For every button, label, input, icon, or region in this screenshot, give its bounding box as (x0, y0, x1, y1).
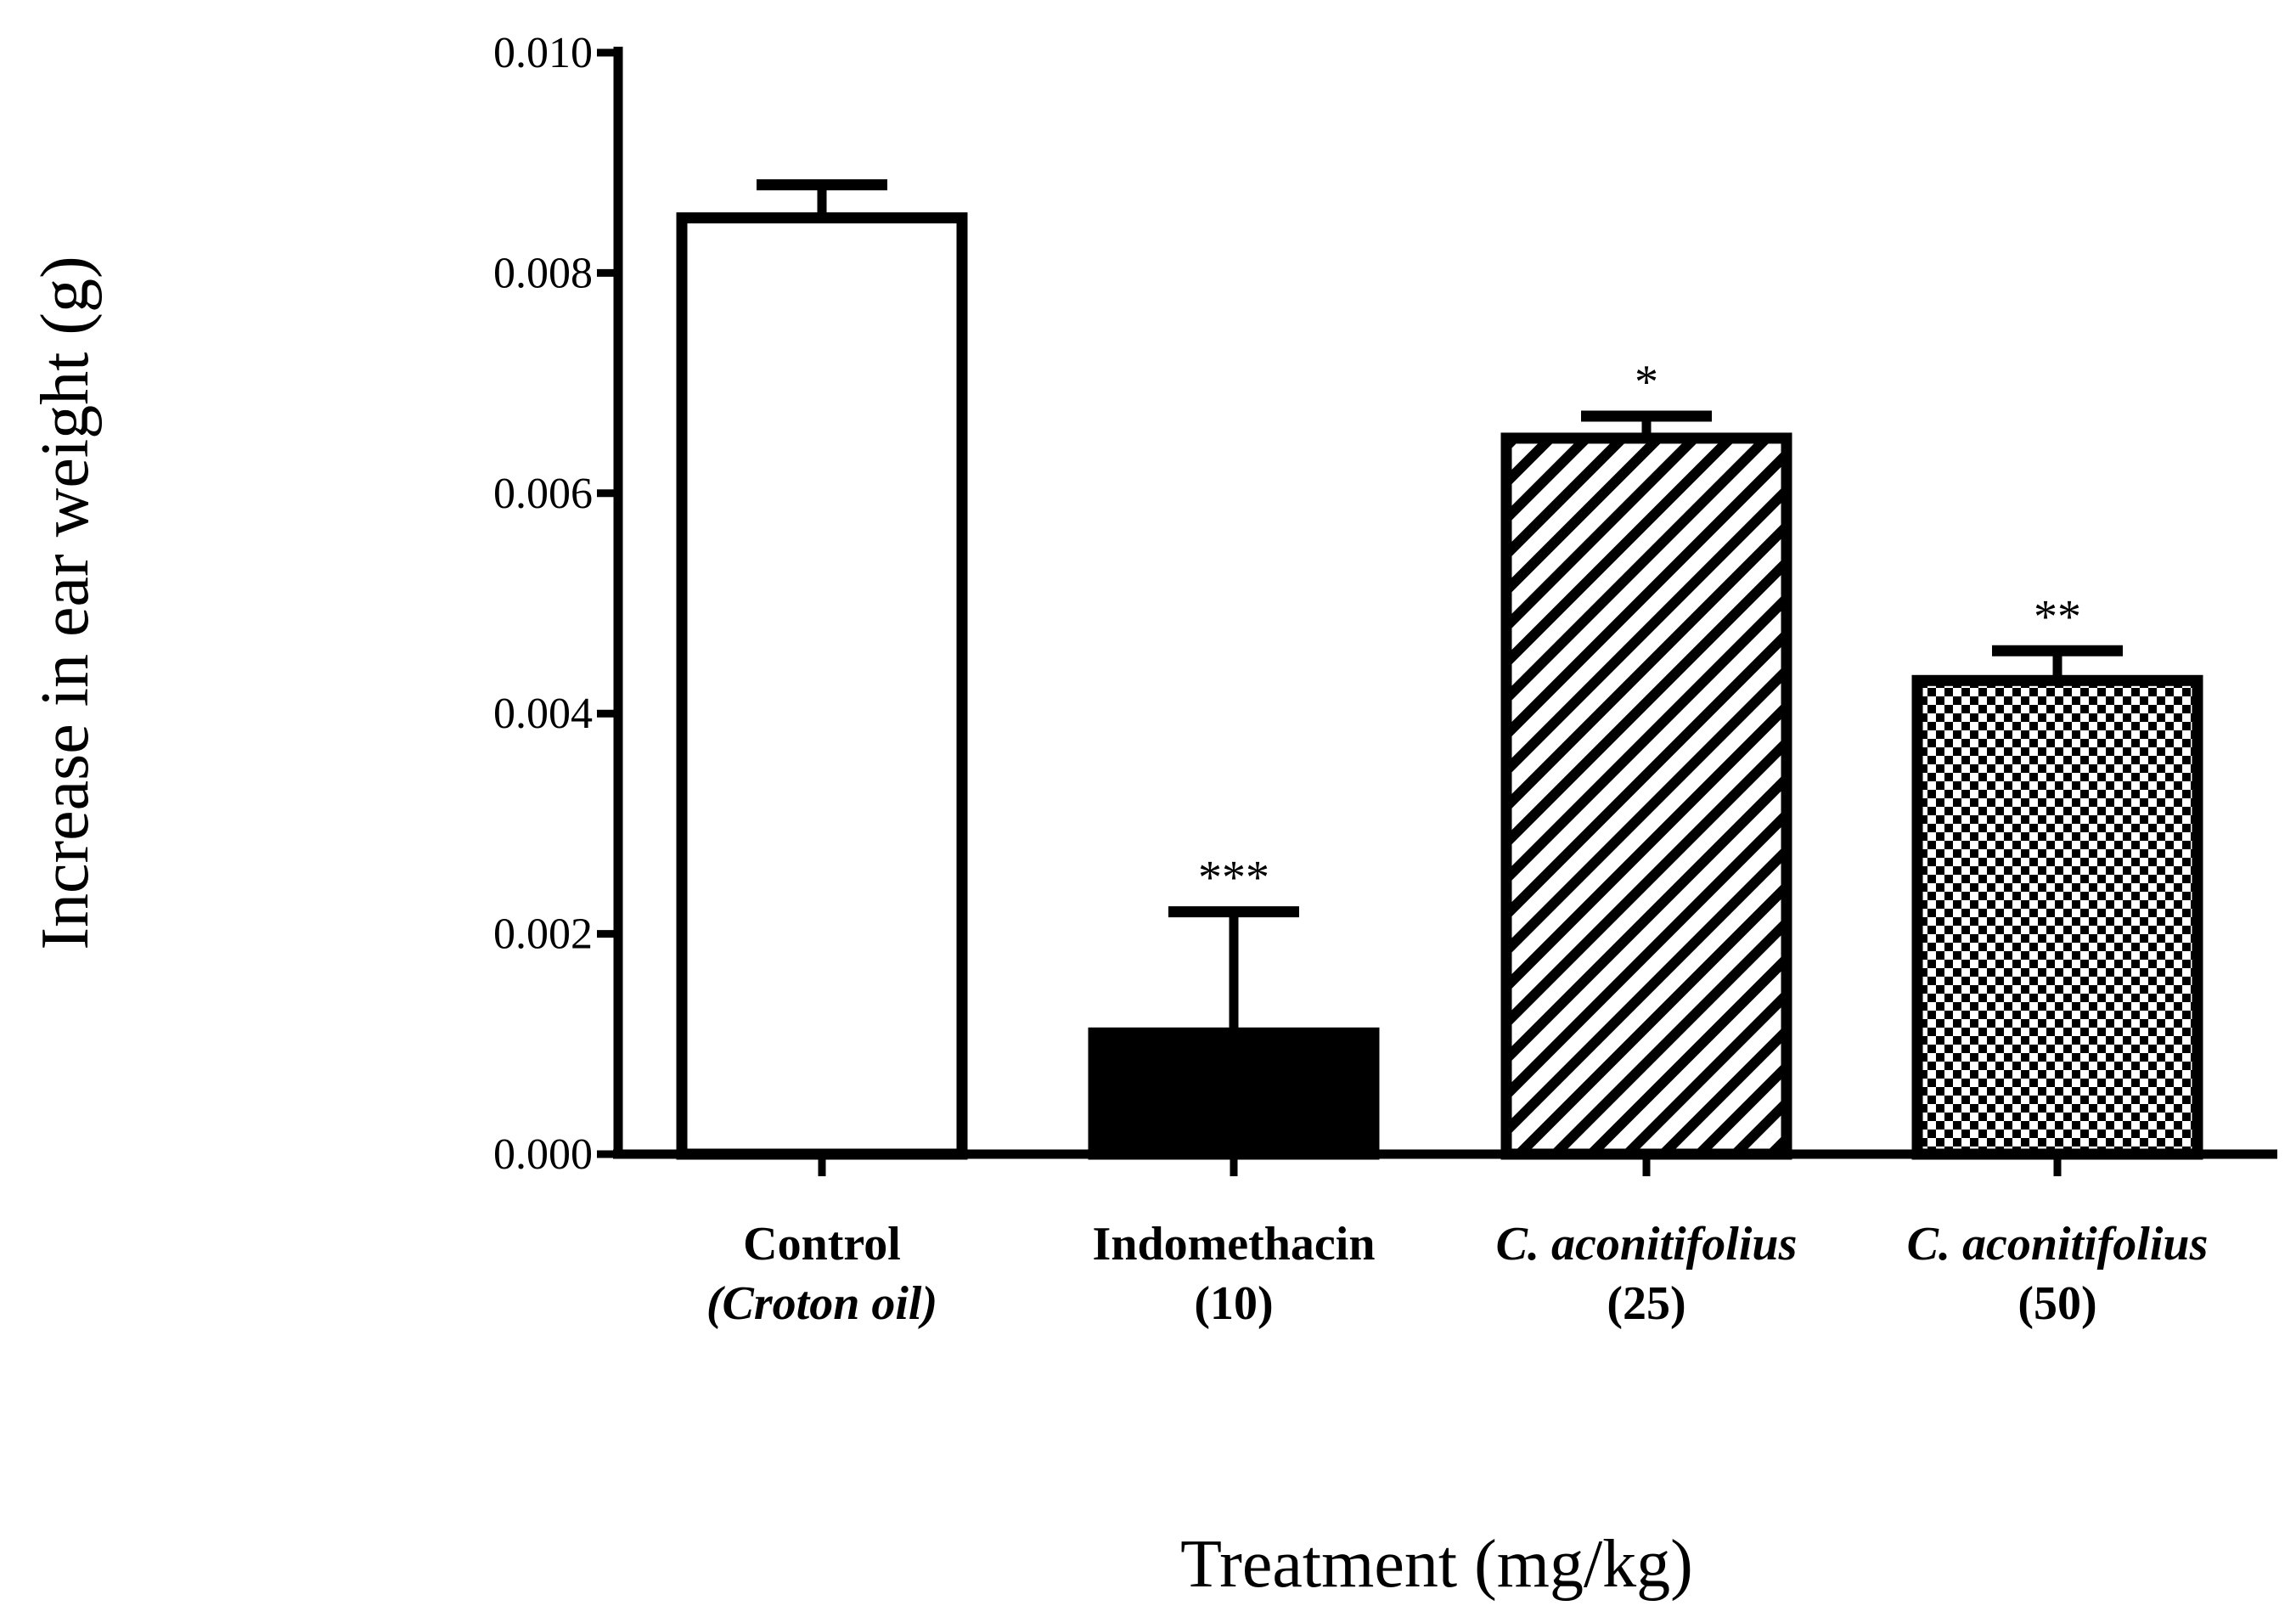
x-category-labels: Control (Croton oil) Indomethacin (10) C. ac… (706, 1218, 2209, 1330)
y-tick-label: 0.002 (493, 910, 593, 959)
category-label-line2: (Croton oil) (706, 1277, 937, 1330)
y-axis-title: Increase in ear weight (g) (28, 256, 103, 949)
y-tick-label: 0.008 (493, 249, 593, 297)
y-tick-label: 0.004 (493, 690, 593, 738)
significance-marker: *** (1198, 852, 1269, 904)
category-label-line2: (10) (1194, 1277, 1273, 1330)
significance-markers: ****** (1198, 356, 2081, 904)
category-label-line1: Indomethacin (1093, 1218, 1376, 1270)
significance-marker: ** (2034, 590, 2081, 643)
error-bars (757, 179, 2123, 1034)
bars (676, 212, 2203, 1176)
bar-4 (1911, 674, 2203, 1160)
category-label-line2: (25) (1607, 1277, 1685, 1330)
bar-2 (1088, 1027, 1380, 1160)
bar-3 (1500, 432, 1792, 1160)
category-label-line1: C. aconitifolius (1496, 1218, 1798, 1270)
significance-marker: * (1635, 356, 1658, 408)
bar-1 (676, 212, 968, 1160)
y-tick-label: 0.000 (493, 1130, 593, 1179)
category-label-line2: (50) (2017, 1277, 2096, 1330)
y-tick-label: 0.006 (493, 470, 593, 518)
category-label-line1: Control (743, 1218, 901, 1270)
y-tick-label: 0.010 (493, 29, 593, 77)
category-label-line1: C. aconitifolius (1907, 1218, 2209, 1270)
y-ticks: 0.000 0.002 0.004 0.006 0.008 0.010 (493, 29, 618, 1179)
x-axis-title: Treatment (mg/kg) (1180, 1527, 1693, 1602)
